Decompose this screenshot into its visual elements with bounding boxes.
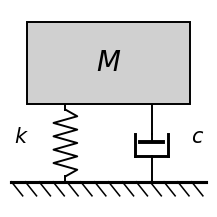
Text: k: k xyxy=(14,127,26,146)
Text: M: M xyxy=(97,49,120,77)
Text: c: c xyxy=(191,127,203,146)
Bar xyxy=(26,22,191,104)
